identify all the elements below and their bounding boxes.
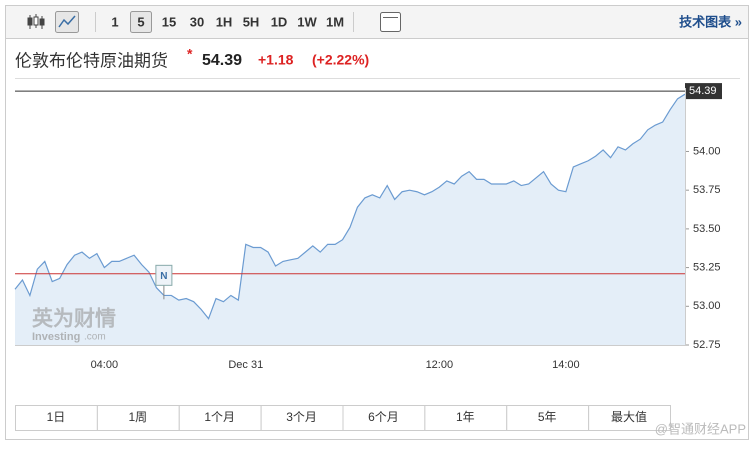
y-tick-label: 53.25 xyxy=(693,261,721,273)
plot: 54.00 53.75 53.50 53.25 53.00 52.75 54.39 04:00… xyxy=(14,83,722,371)
range-tab-label: 1年 xyxy=(456,410,475,424)
y-tick-label: 53.50 xyxy=(693,223,721,235)
interval-button[interactable]: 30 xyxy=(190,14,204,29)
range-tabs: 1日 1周 1个月 3个月 6个月 1年 5年 最大值 xyxy=(15,405,671,431)
range-tab-label: 5年 xyxy=(538,410,557,424)
last-price-label: 54.39 xyxy=(689,85,717,97)
y-tick-label: 52.75 xyxy=(693,339,721,351)
price: 54.39 xyxy=(202,52,242,69)
range-tab[interactable] xyxy=(424,405,508,431)
x-tick-label: Dec 31 xyxy=(228,359,263,371)
y-tick-label: 53.75 xyxy=(693,184,721,196)
interval-button[interactable]: 1W xyxy=(297,14,317,29)
area xyxy=(15,94,685,345)
annotation-label: N xyxy=(160,271,167,282)
range-tab-label: 1个月 xyxy=(204,410,235,424)
range-tab-label: 6个月 xyxy=(368,410,399,424)
y-tick-label: 53.00 xyxy=(693,300,721,312)
interval-button[interactable]: 1M xyxy=(326,14,344,29)
candle-icon[interactable] xyxy=(27,14,45,29)
range-tab-label: 最大值 xyxy=(611,409,647,424)
tech-chart-link[interactable]: 技术图表 » xyxy=(679,14,742,29)
price-line xyxy=(14,93,686,320)
x-tick-label: 12:00 xyxy=(426,359,454,371)
interval-button[interactable]: 1 xyxy=(111,14,118,29)
line-icon xyxy=(58,15,76,28)
range-tab-label: 1周 xyxy=(128,410,147,424)
interval-button[interactable]: 1D xyxy=(271,14,288,29)
logo-watermark: 英为财情 xyxy=(32,307,116,331)
star: * xyxy=(187,46,193,62)
range-tab-label: 3个月 xyxy=(286,410,317,424)
change: +1.18 xyxy=(258,52,294,68)
interval-button[interactable]: 1H xyxy=(216,14,233,29)
range-tab[interactable] xyxy=(260,405,344,431)
range-tab[interactable] xyxy=(588,405,671,431)
instrument-title: 伦敦布伦特原油期货 xyxy=(15,51,168,70)
change-pct: (+2.22%) xyxy=(312,52,369,68)
x-tick-label: 04:00 xyxy=(91,359,119,371)
interval-button[interactable]: 5H xyxy=(243,14,260,29)
range-tab[interactable] xyxy=(96,405,180,431)
toolbar xyxy=(6,6,748,38)
interval-button[interactable]: 15 xyxy=(162,14,176,29)
range-tab[interactable] xyxy=(15,405,98,431)
annotation-box xyxy=(155,264,173,286)
interval-button[interactable]: 5 xyxy=(137,14,144,29)
last-price-tag xyxy=(685,83,722,100)
y-tick-label: 54.00 xyxy=(693,145,721,157)
interval-selected xyxy=(130,11,152,33)
site-suffix-watermark: .com xyxy=(84,332,106,343)
credit-watermark: @智通财经APP xyxy=(655,421,746,436)
site-watermark: Investing xyxy=(32,331,80,343)
range-tab-label: 1日 xyxy=(47,410,66,424)
range-tab[interactable] xyxy=(178,405,262,431)
x-tick-label: 14:00 xyxy=(552,359,580,371)
table-icon[interactable] xyxy=(380,12,401,32)
